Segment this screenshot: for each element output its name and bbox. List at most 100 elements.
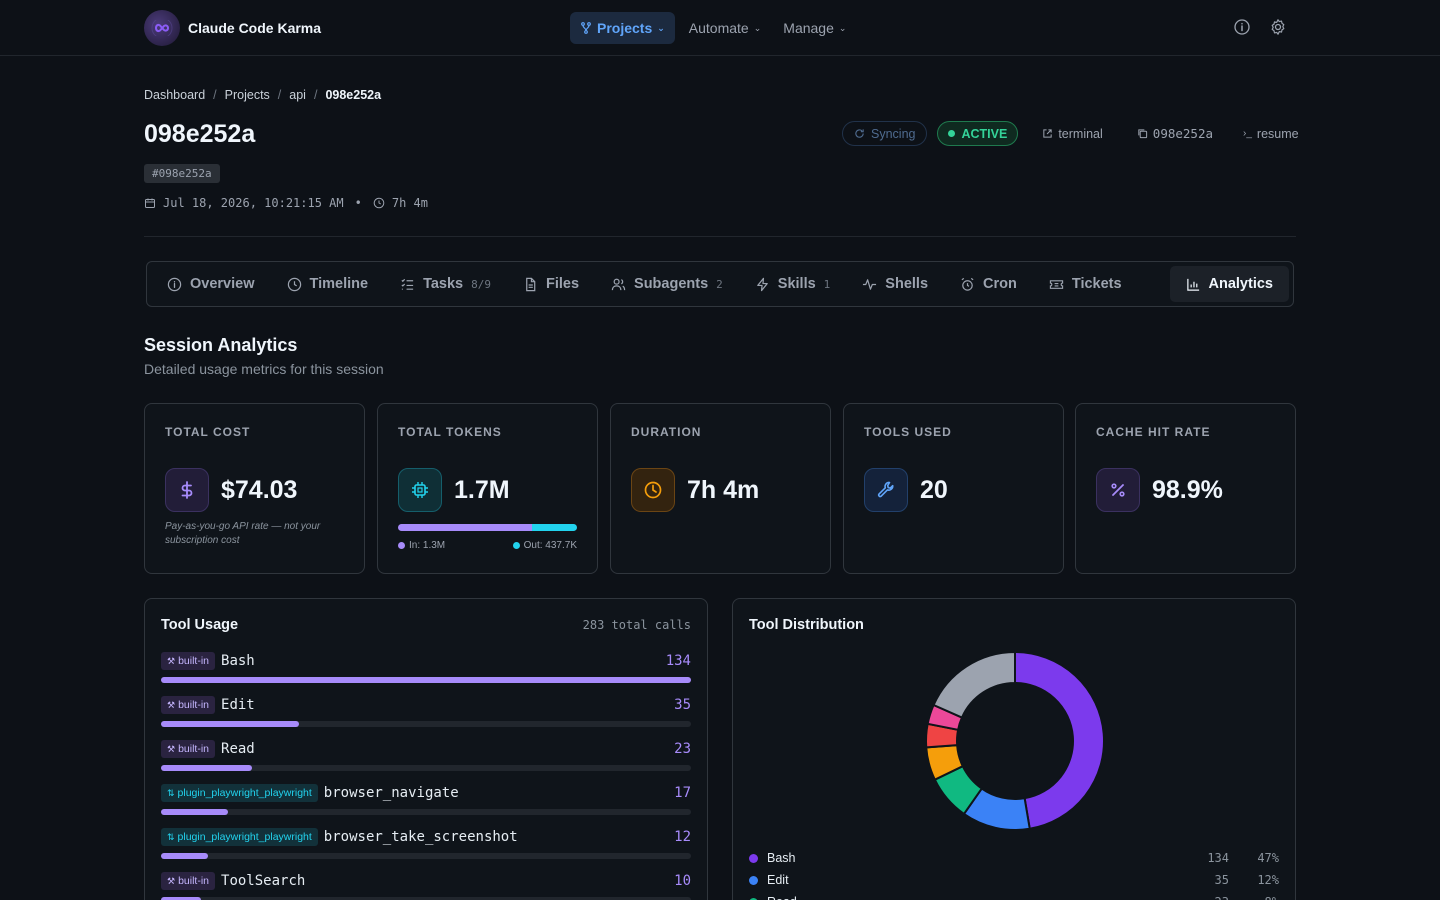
activity-icon — [863, 278, 877, 290]
tab-subagents[interactable]: Subagents 2 — [595, 266, 739, 302]
nav-automate[interactable]: Automate ⌄ — [681, 12, 769, 44]
tab-analytics[interactable]: Analytics — [1169, 266, 1289, 302]
tool-bar-fill — [161, 677, 691, 683]
separator-dot: • — [354, 196, 362, 210]
terminal-label: terminal — [1058, 126, 1103, 141]
tab-label: Timeline — [309, 276, 369, 292]
breadcrumb-current: 098e252a — [325, 88, 382, 102]
resume-button[interactable]: ›_ resume — [1237, 127, 1305, 141]
session-datetime: Jul 18, 2026, 10:21:15 AM — [163, 196, 344, 210]
page-title: 098e252a — [144, 120, 256, 148]
tab-tickets[interactable]: Tickets — [1033, 266, 1138, 302]
ticket-icon — [1049, 279, 1064, 289]
top-nav: Claude Code Karma Projects ⌄ Automate ⌄ … — [0, 0, 1440, 56]
legend-percent: 12% — [1257, 873, 1279, 887]
breadcrumb-projects[interactable]: Projects — [224, 88, 270, 102]
stat-label: TOTAL COST — [165, 425, 251, 439]
syncing-button[interactable]: Syncing — [842, 121, 928, 146]
token-split-bar — [398, 524, 577, 531]
tool-row-header: ⚒ built-in Edit 35 — [161, 694, 691, 716]
stat-value: 20 — [920, 476, 948, 504]
stat-card-tools: TOOLS USED 20 — [843, 403, 1064, 574]
legend-dot — [398, 542, 405, 549]
section-subtitle: Detailed usage metrics for this session — [144, 361, 384, 377]
tool-row-header: ⇅ plugin_playwright_playwright browser_nav… — [161, 782, 691, 804]
donut-slice[interactable] — [932, 650, 1016, 719]
wrench-icon — [864, 468, 908, 512]
resume-label: resume — [1256, 126, 1299, 141]
chevron-down-icon: ⌄ — [838, 22, 847, 33]
tab-skills[interactable]: Skills 1 — [739, 266, 847, 302]
tab-label: Tasks — [423, 276, 464, 292]
tab-tasks[interactable]: Tasks 8/9 — [384, 266, 507, 302]
tool-row: ⇅ plugin_playwright_playwright browser_tak… — [161, 826, 691, 866]
tool-bar-track — [161, 809, 691, 815]
status-dot — [948, 130, 956, 137]
copy-id-button[interactable]: 098e252a — [1131, 126, 1219, 141]
terminal-button[interactable]: terminal — [1036, 127, 1108, 141]
chevron-down-icon: ⌄ — [657, 22, 665, 33]
tool-name: Read — [221, 741, 255, 757]
gear-icon[interactable] — [1269, 18, 1287, 36]
distribution-legend: Bash 134 47% Edit 35 12% Read 238% — [749, 847, 1279, 900]
tool-row-header: ⚒ built-in ToolSearch 10 — [161, 870, 691, 892]
stat-label: DURATION — [631, 425, 702, 439]
tab-overview[interactable]: Overview — [151, 266, 271, 302]
token-in-legend: In: 1.3M — [398, 540, 445, 551]
tool-bar-track — [161, 853, 691, 859]
plug-icon: ⇅ — [167, 831, 175, 842]
session-hash-badge: #098e252a — [144, 164, 220, 183]
stat-label: CACHE HIT RATE — [1096, 425, 1211, 439]
tool-usage-panel: Tool Usage 283 total calls ⚒ built-in Bash… — [144, 598, 708, 900]
breadcrumb-project[interactable]: api — [289, 88, 306, 102]
tool-source-badge: ⚒ built-in — [161, 872, 216, 890]
clock-icon — [287, 277, 301, 291]
tool-source-badge: ⇅ plugin_playwright_playwright — [161, 784, 318, 802]
tool-source-badge: ⇅ plugin_playwright_playwright — [161, 828, 318, 846]
tool-row-header: ⇅ plugin_playwright_playwright browser_tak… — [161, 826, 691, 848]
tool-row: ⚒ built-in Edit 35 — [161, 694, 691, 734]
tab-label: Shells — [885, 276, 929, 292]
clock-icon — [631, 468, 675, 512]
branch-icon — [581, 22, 591, 34]
section-title: Session Analytics — [144, 335, 298, 355]
info-icon[interactable] — [1233, 18, 1251, 36]
brand[interactable]: Claude Code Karma — [144, 10, 321, 46]
tool-bar-track — [161, 897, 691, 900]
nav-manage[interactable]: Manage ⌄ — [775, 12, 854, 44]
donut-slice[interactable] — [1014, 650, 1105, 830]
legend-dot — [749, 897, 758, 900]
tab-count: 8/9 — [471, 277, 491, 291]
legend-count: 23 — [1189, 895, 1229, 900]
tab-label: Tickets — [1071, 276, 1122, 292]
tab-label: Skills — [777, 276, 816, 292]
tool-row: ⚒ built-in ToolSearch 10 — [161, 870, 691, 900]
refresh-icon — [855, 129, 864, 138]
list-check-icon — [401, 278, 414, 290]
stat-card-cache: CACHE HIT RATE 98.9% — [1075, 403, 1296, 574]
breadcrumb-dashboard[interactable]: Dashboard — [144, 88, 206, 102]
nav-projects[interactable]: Projects ⌄ — [570, 12, 675, 44]
tab-cron[interactable]: Cron — [944, 266, 1033, 302]
tool-name: Bash — [221, 653, 255, 669]
legend-dot — [749, 853, 758, 863]
tool-name: ToolSearch — [221, 873, 306, 889]
breadcrumb-separator: / — [213, 88, 217, 102]
legend-name: Bash — [767, 851, 796, 865]
wrench-icon: ⚒ — [167, 875, 176, 886]
tab-timeline[interactable]: Timeline — [271, 266, 385, 302]
tab-files[interactable]: Files — [507, 266, 595, 302]
tab-shells[interactable]: Shells — [846, 266, 944, 302]
nav-manage-label: Manage — [783, 20, 834, 36]
stat-note: Pay-as-you-go API rate — not your subscr… — [165, 521, 321, 546]
tool-bar-fill — [161, 765, 252, 771]
plug-icon: ⇅ — [167, 787, 175, 798]
tool-bar-fill — [161, 721, 300, 727]
stat-card-duration: DURATION 7h 4m — [610, 403, 831, 574]
bolt-icon — [756, 277, 768, 291]
legend-item: Bash 134 47% — [749, 847, 1279, 869]
bar-chart-icon — [1186, 278, 1199, 291]
legend-item: Edit 35 12% — [749, 869, 1279, 891]
nav-automate-label: Automate — [688, 20, 749, 36]
session-actions: Syncing ACTIVE terminal 098e252a ›_ resu… — [842, 121, 1305, 146]
